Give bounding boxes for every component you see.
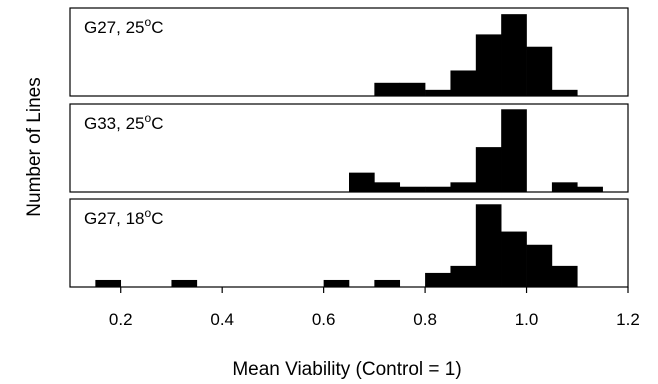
histogram-bar: [425, 272, 451, 287]
x-tick-label: 0.6: [312, 310, 336, 329]
histogram-bar: [475, 147, 502, 192]
panel-label: G27, 18oC: [84, 206, 163, 228]
x-tick-label: 0.4: [210, 310, 234, 329]
x-tick-label: 1.0: [515, 310, 539, 329]
histogram-bar: [95, 279, 122, 287]
histogram-bar: [475, 204, 502, 287]
histogram-bar: [501, 14, 527, 96]
x-axis: 0.2 0.4 0.6 0.8 1.0 1.2: [109, 287, 640, 329]
histogram-bar: [526, 244, 553, 287]
histogram-bar: [450, 265, 477, 287]
panel-1: G27, 25oC: [69, 7, 629, 97]
y-axis-title: Number of Lines: [24, 77, 45, 216]
histogram-bar: [450, 182, 477, 192]
histogram-bar: [551, 89, 578, 96]
panel-label: G33, 25oC: [84, 111, 163, 133]
histogram-bar: [450, 70, 477, 96]
x-tick-label: 1.2: [616, 310, 640, 329]
panel-frame: [69, 7, 629, 97]
histogram-bar: [349, 172, 375, 192]
histogram-bar: [526, 46, 553, 96]
histogram-bar: [399, 82, 426, 96]
histogram-bar: [425, 89, 451, 96]
histogram-bar: [374, 182, 401, 192]
panel-2: G33, 25oC: [69, 103, 629, 193]
histogram-bar: [399, 186, 426, 192]
x-axis-title: Mean Viability (Control = 1): [232, 359, 461, 380]
histogram-bar: [501, 231, 527, 287]
histogram-bar: [551, 265, 578, 287]
histogram-bar: [374, 82, 401, 96]
panels-layer: G27, 25oC G33, 25oC G27, 18oC: [69, 7, 629, 288]
histogram-bar: [475, 34, 502, 96]
panel-label: G27, 25oC: [84, 15, 163, 37]
histogram-bar: [323, 279, 350, 287]
histogram-bar: [551, 182, 578, 192]
panel-3: G27, 18oC: [69, 198, 629, 288]
histogram-bar: [501, 109, 527, 192]
x-tick-label: 0.2: [109, 310, 133, 329]
histogram-bar: [577, 186, 603, 192]
histogram-bar: [171, 279, 198, 287]
histogram-bar: [425, 186, 451, 192]
histogram-bar: [374, 279, 401, 287]
x-tick-label: 0.8: [413, 310, 437, 329]
